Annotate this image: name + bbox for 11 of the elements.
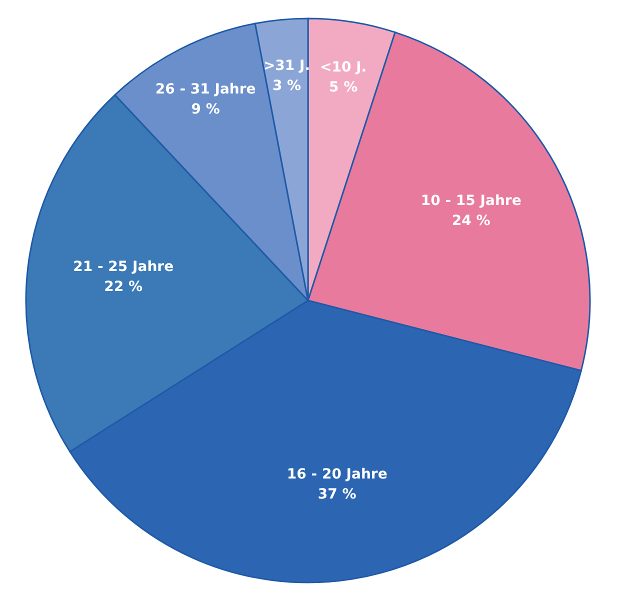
slice-label: <10 J. [320, 60, 367, 76]
slice-label: 16 - 20 Jahre [286, 466, 388, 482]
data-label: 9 % [191, 101, 220, 118]
data-label: 5 % [328, 80, 358, 96]
slice-label: 26 - 31 Jahre [155, 81, 256, 98]
slice-label: 10 - 15 Jahre [420, 192, 522, 209]
data-label: 37 % [318, 486, 356, 502]
data-label: 24 % [452, 212, 490, 229]
data-label: 3 % [272, 78, 302, 94]
data-label: 22 % [104, 279, 143, 296]
slice-label: 21 - 25 Jahre [73, 259, 174, 276]
